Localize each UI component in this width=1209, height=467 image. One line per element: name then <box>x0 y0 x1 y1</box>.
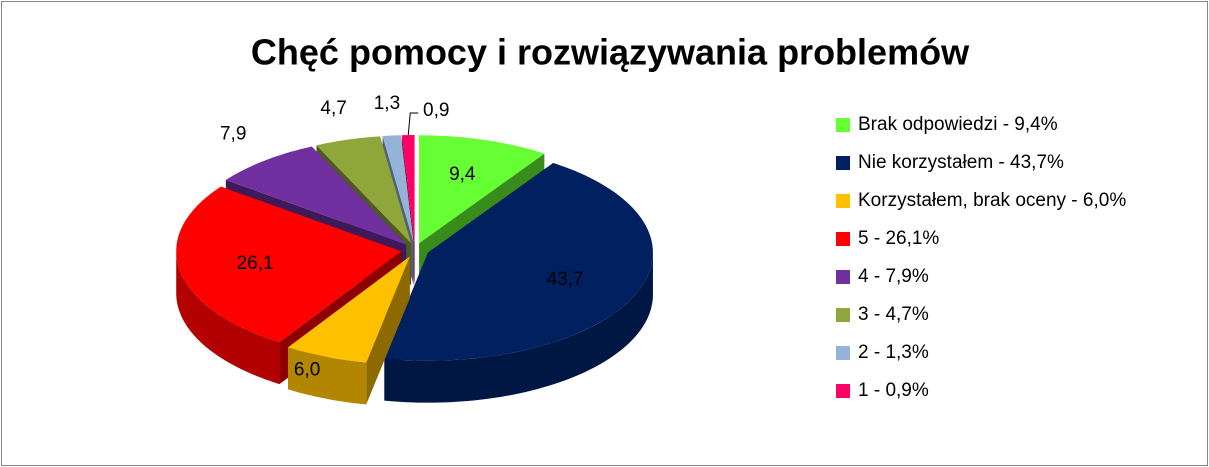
legend-swatch <box>836 308 850 322</box>
legend-label: 4 - 7,9% <box>858 266 929 287</box>
slice <box>288 256 410 363</box>
chart-title: Chęć pomocy i rozwiązywania problemów <box>251 32 970 73</box>
legend-swatch <box>836 118 850 132</box>
slice-wall <box>384 252 653 403</box>
legend-swatch <box>836 194 850 208</box>
legend-swatch <box>836 156 850 170</box>
data-label: 4,7 <box>320 98 346 119</box>
slice <box>382 135 414 244</box>
legend-label: 3 - 4,7% <box>858 304 929 325</box>
legend-swatch <box>836 384 850 398</box>
legend-label: 1 - 0,9% <box>858 380 929 401</box>
slice <box>419 135 545 244</box>
legend-swatch <box>836 232 850 246</box>
slice <box>225 146 407 245</box>
slice <box>401 135 415 244</box>
leader-line <box>407 112 419 136</box>
legend-label: 5 - 26,1% <box>858 228 939 249</box>
slice-wall <box>288 347 367 405</box>
legend-label: Korzystałem, brak oceny - 6,0% <box>858 190 1126 211</box>
data-label: 0,9 <box>423 100 449 121</box>
data-label: 43,7 <box>547 269 584 290</box>
legend-label: 2 - 1,3% <box>858 342 929 363</box>
data-label: 26,1 <box>237 253 274 274</box>
legend-swatch <box>836 346 850 360</box>
legend-swatch <box>836 270 850 284</box>
slice <box>176 186 402 343</box>
data-label: 7,9 <box>220 123 246 144</box>
legend-label: Nie korzystałem - 43,7% <box>858 152 1064 173</box>
data-label: 9,4 <box>449 164 476 185</box>
slice <box>384 162 653 361</box>
slice <box>316 136 412 244</box>
slice-wall <box>176 251 280 385</box>
data-label: 6,0 <box>294 360 320 381</box>
data-label: 1,3 <box>374 93 400 114</box>
legend-label: Brak odpowiedzi - 9,4% <box>858 114 1058 135</box>
